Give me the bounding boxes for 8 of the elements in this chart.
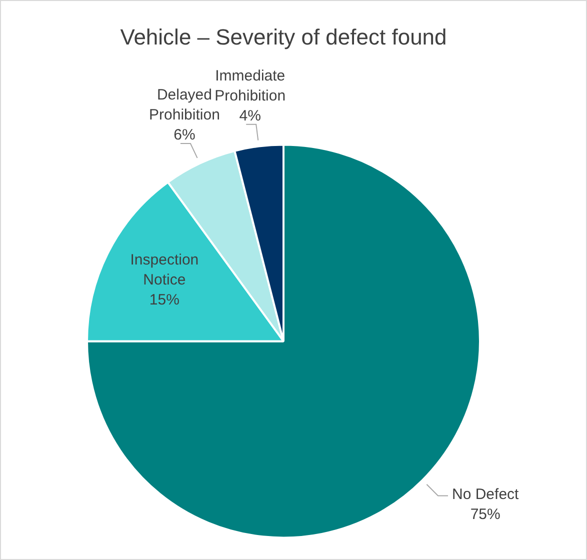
slice-label: Inspection Notice (130, 252, 199, 289)
slice-label: No Defect (452, 486, 520, 503)
data-label: 6% (174, 126, 196, 144)
chart-title: Vehicle – Severity of defect found (120, 24, 447, 50)
slice-label: Immediate Prohibition (214, 68, 286, 105)
data-label: 15% (149, 292, 180, 309)
data-label: 4% (239, 108, 261, 125)
data-label: 75% (470, 506, 500, 523)
